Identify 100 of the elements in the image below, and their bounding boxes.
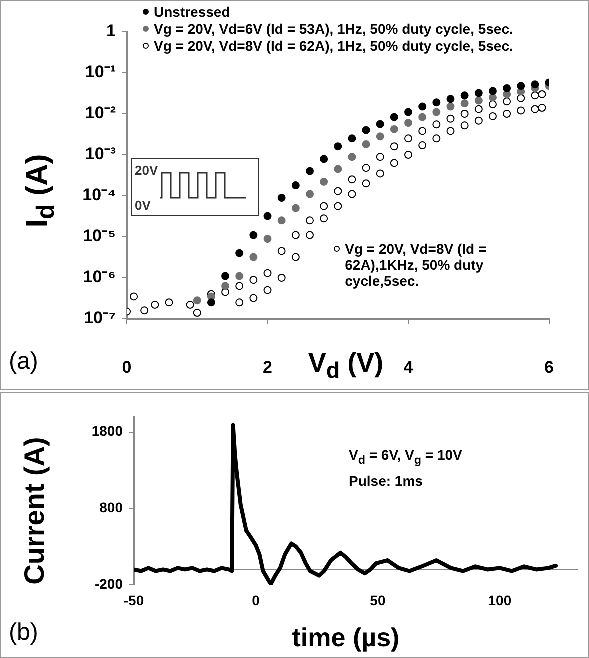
point: [531, 80, 540, 89]
x-tick-label: 100: [488, 592, 512, 608]
point: [348, 190, 356, 198]
x-tick-label: 0: [122, 358, 132, 377]
point: [236, 298, 244, 307]
point: [488, 94, 497, 102]
y-tick-label: -200: [94, 576, 124, 592]
point: [503, 84, 512, 92]
point: [474, 116, 483, 125]
point: [460, 122, 469, 130]
point: [278, 274, 286, 282]
point: [236, 272, 244, 280]
point: [334, 165, 342, 174]
point: [306, 167, 314, 176]
point: [418, 113, 427, 122]
point: [348, 176, 356, 184]
point: [306, 190, 314, 198]
point: [151, 300, 160, 309]
point: [446, 95, 455, 104]
text: (b): [9, 619, 38, 647]
x-axis-title: time (µs): [292, 622, 400, 654]
point: [334, 202, 342, 210]
y-tick-label: 10⁻¹: [85, 62, 116, 82]
point: [130, 292, 138, 301]
point: [503, 110, 512, 118]
point: [306, 231, 314, 240]
y-axis-title: Current (A): [19, 437, 51, 585]
point: [292, 204, 300, 212]
point: [264, 286, 272, 294]
point: [418, 142, 427, 150]
point: [446, 102, 455, 111]
point: [460, 110, 469, 118]
point: [376, 120, 384, 128]
y-tick-label: 10⁻⁵: [83, 226, 116, 246]
point: [432, 134, 441, 143]
x-tick-label: -50: [124, 592, 144, 608]
legend-label: Vg = 20V, Vd=8V (Id = 62A), 1Hz, 50% duty cycle, 5sec.: [154, 38, 514, 54]
point: [278, 194, 286, 202]
point: [362, 164, 370, 172]
point: [404, 151, 413, 159]
point: [292, 182, 300, 190]
point: [334, 142, 342, 151]
annotation: V$_{d}$ = 6V, V$_{g}$ = 10V: [349, 447, 462, 467]
y-tick-label: 800: [100, 499, 124, 516]
point: [404, 108, 413, 116]
point: [390, 125, 398, 134]
x-tick-label: 6: [544, 358, 554, 377]
point: [348, 153, 356, 162]
point: [418, 127, 427, 136]
point: [538, 90, 546, 98]
point: [140, 306, 149, 315]
point: [503, 98, 512, 106]
point: [236, 249, 244, 258]
point: [236, 282, 244, 290]
point: [186, 300, 194, 309]
point: [517, 82, 526, 90]
point: [207, 298, 216, 307]
x-tick-label: 50: [370, 592, 386, 608]
point: [362, 126, 370, 134]
point: [517, 106, 526, 115]
point: [264, 269, 272, 278]
legend-label: Vg = 20V, Vd=6V (Id = 53A), 1Hz, 50% duty cycle, 5sec.: [154, 21, 514, 37]
point: [222, 272, 230, 280]
point: [432, 98, 441, 107]
point: [460, 92, 469, 100]
x-tick-label: 0: [252, 592, 260, 608]
point: [404, 134, 413, 143]
annotation: 0V: [135, 198, 151, 213]
point: [165, 298, 174, 307]
point: [278, 216, 286, 225]
point: [488, 100, 497, 109]
point: [250, 231, 258, 240]
point: [250, 276, 258, 284]
point: [292, 253, 300, 262]
point: [404, 119, 413, 128]
point: [334, 187, 342, 196]
point: [250, 253, 258, 262]
point: [390, 142, 398, 151]
point: [306, 216, 314, 225]
y-tick-label: 1: [106, 22, 116, 41]
point: [531, 92, 540, 100]
annotation: Vg = 20V, Vd=8V (Id = 62A),1KHz, 50% duty cycle,5sec.: [345, 241, 488, 290]
y-tick-label: 10⁻⁴: [82, 186, 116, 205]
point: [531, 105, 540, 114]
point: [193, 296, 202, 305]
point: [488, 112, 497, 120]
point: [390, 113, 398, 122]
legend-label: Unstressed: [154, 4, 230, 20]
point: [390, 159, 398, 168]
point: [264, 212, 272, 220]
point: [446, 114, 455, 123]
point: [278, 247, 286, 256]
point: [488, 87, 497, 96]
annotation: 20V: [135, 163, 158, 178]
point: [376, 132, 384, 141]
point: [460, 100, 469, 108]
point: [432, 108, 441, 116]
point: [264, 235, 272, 244]
y-tick-label: 10⁻²: [85, 104, 116, 123]
point: [320, 214, 328, 223]
